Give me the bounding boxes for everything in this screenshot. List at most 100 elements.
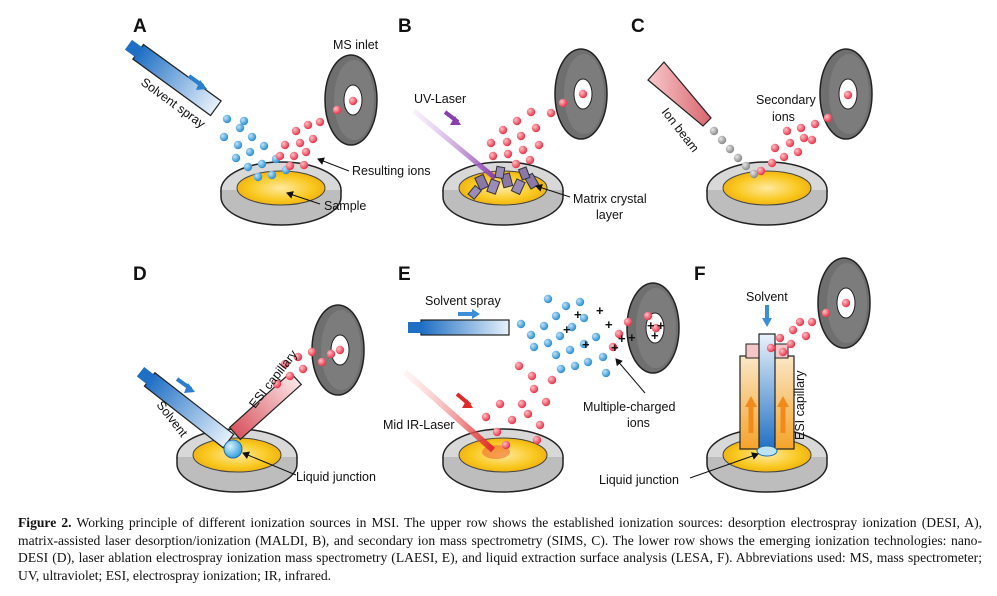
- solvent-label: Solvent: [746, 290, 788, 304]
- pointer-line: [535, 184, 571, 198]
- pointer-line: [689, 452, 759, 479]
- ion-dot: [786, 339, 796, 349]
- panel-f: F Solvent ESI capillary Liquid j: [599, 257, 871, 493]
- ion-dot: [259, 141, 269, 151]
- secondary-ions-label-line2: ions: [772, 110, 795, 124]
- multiple-charged-label-line2: ions: [627, 416, 650, 430]
- charge-plus-sign: +: [651, 328, 659, 343]
- ion-dot: [608, 342, 618, 352]
- ion-dot: [535, 420, 545, 430]
- ion-dot: [567, 322, 577, 332]
- esi-capillary: [228, 371, 303, 441]
- ion-dot: [541, 397, 551, 407]
- ion-dot: [298, 364, 308, 374]
- ion-dot: [709, 126, 719, 136]
- direction-arrowhead: [762, 318, 772, 327]
- direction-arrowhead: [184, 383, 195, 393]
- figure-caption: Figure 2. Working principle of different…: [18, 514, 982, 584]
- ion-dot: [565, 345, 575, 355]
- ion-dot: [512, 116, 522, 126]
- charge-plus-sign: +: [618, 331, 626, 346]
- ion-dot: [295, 138, 305, 148]
- ion-dot: [558, 98, 568, 108]
- ion-dot: [551, 311, 561, 321]
- charge-plus-sign: +: [582, 337, 590, 352]
- ion-dot: [495, 399, 505, 409]
- ion-dot: [525, 155, 535, 165]
- ion-dot: [578, 89, 588, 99]
- ion-dot: [807, 317, 817, 327]
- ion-dot: [766, 343, 776, 353]
- ion-dot: [326, 349, 336, 359]
- ion-dot: [843, 90, 853, 100]
- ion-dot: [555, 331, 565, 341]
- mid-ir-laser-label: Mid IR-Laser: [383, 418, 455, 432]
- charge-plus-sign: +: [596, 303, 604, 318]
- secondary-ions-label-line1: Secondary: [756, 93, 817, 107]
- ion-dot: [235, 123, 245, 133]
- panel-a: A Solvent spray MS inlet Resulting ions …: [124, 16, 431, 226]
- ions-d: [272, 345, 345, 389]
- ion-dot: [247, 132, 257, 142]
- ion-dot: [486, 138, 496, 148]
- ion-dot: [280, 359, 290, 369]
- ion-dot: [534, 140, 544, 150]
- ion-dot: [546, 108, 556, 118]
- ion-dot: [481, 412, 491, 422]
- ion-dot: [793, 147, 803, 157]
- ion-dot: [779, 152, 789, 162]
- ion-dot: [775, 333, 785, 343]
- panel-a-letter: A: [133, 16, 147, 37]
- pointer-line: [317, 157, 350, 172]
- matrix-label-line1: Matrix crystal: [573, 192, 647, 206]
- matrix-label-line2: layer: [596, 208, 623, 222]
- ions-c: [709, 90, 853, 179]
- ion-dot: [570, 361, 580, 371]
- sample-dish: [706, 161, 828, 226]
- matrix-crystals: [467, 165, 540, 200]
- charge-signs: + ++ ++ ++ ++ ++: [563, 303, 665, 355]
- liquid-junction-droplet: [756, 445, 778, 457]
- ion-dot: [741, 161, 751, 171]
- ion-dot: [756, 166, 766, 176]
- ion-dot: [841, 298, 851, 308]
- charge-plus-sign: +: [657, 318, 665, 333]
- ion-dot: [348, 96, 358, 106]
- resulting-ions-label: Resulting ions: [352, 164, 431, 178]
- ion-dot: [821, 308, 831, 318]
- mid-ir-laser-beam: [403, 369, 495, 453]
- ion-dot: [782, 126, 792, 136]
- ion-dot: [335, 345, 345, 355]
- liquid-junction-droplet: [223, 439, 243, 459]
- ions-e: [481, 294, 661, 450]
- ion-dot: [583, 357, 593, 367]
- ion-dot: [529, 342, 539, 352]
- ion-dot: [511, 159, 521, 169]
- ion-dot: [299, 160, 309, 170]
- panel-b: B UV-Laser Matrix crystal layer: [398, 16, 647, 226]
- direction-arrowhead: [462, 399, 473, 408]
- ion-dot: [614, 329, 624, 339]
- ionization-sources-figure: A Solvent spray MS inlet Resulting ions …: [124, 16, 873, 493]
- ion-dot: [501, 440, 511, 450]
- ion-dot: [245, 147, 255, 157]
- ion-dot: [623, 317, 633, 327]
- caption-text: Working principle of different ionizatio…: [18, 515, 982, 583]
- pointer-line: [615, 358, 646, 394]
- ion-dot: [492, 427, 502, 437]
- ion-dot: [272, 379, 282, 389]
- charge-plus-sign: +: [563, 322, 571, 337]
- ion-dot: [601, 368, 611, 378]
- ion-dot: [233, 140, 243, 150]
- ion-dot: [795, 317, 805, 327]
- ion-dot: [579, 339, 589, 349]
- ion-dot: [591, 332, 601, 342]
- ion-dot: [556, 364, 566, 374]
- ion-dot: [514, 361, 524, 371]
- sample-dish: [442, 428, 564, 493]
- panel-d-letter: D: [133, 264, 147, 285]
- charge-plus-sign: +: [647, 318, 655, 333]
- ion-dot: [239, 116, 249, 126]
- uv-laser-beam: [412, 109, 497, 180]
- ion-dot: [308, 134, 318, 144]
